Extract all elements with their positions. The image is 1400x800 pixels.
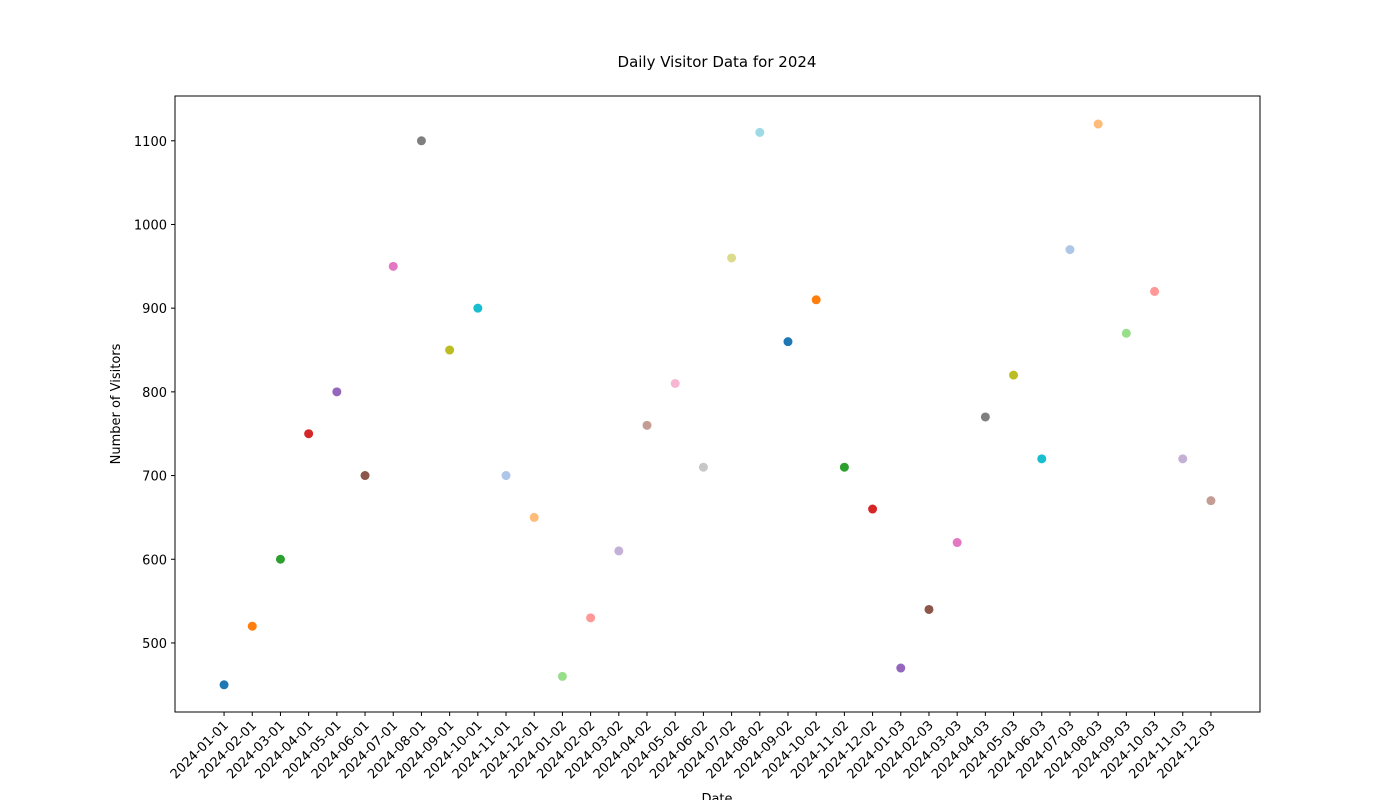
point [501,471,511,481]
plot-frame [174,95,1261,713]
point [1150,286,1160,296]
point [980,412,990,422]
point [219,680,229,690]
point [811,295,821,305]
point [445,345,455,355]
point [332,387,342,397]
point [642,420,652,430]
point [557,671,567,681]
point [952,538,962,548]
point [1093,119,1103,129]
point [783,337,793,347]
y-tick-label: 900 [142,302,167,317]
point [304,429,314,439]
point [275,554,285,564]
point [1178,454,1188,464]
point [727,253,737,263]
point [586,613,596,623]
y-tick-label: 800 [142,386,167,401]
y-axis-label: Number of Visitors [109,343,124,464]
y-tick-label: 1000 [134,218,167,233]
point [1009,370,1019,380]
chart-title: Daily Visitor Data for 2024 [618,53,817,71]
y-tick-label: 700 [142,470,167,485]
point [360,471,370,481]
point [868,504,878,514]
point [388,261,398,271]
point [473,303,483,313]
point [839,462,849,472]
x-axis-label: Date [701,792,732,800]
y-tick-label: 500 [142,637,167,652]
point [1065,245,1075,255]
point [1037,454,1047,464]
point [416,136,426,146]
y-tick-label: 1100 [134,135,167,150]
point [896,663,906,673]
point [1121,328,1131,338]
point [1206,496,1216,506]
point [924,604,934,614]
point [614,546,624,556]
point [698,462,708,472]
point [247,621,257,631]
y-tick-label: 600 [142,553,167,568]
point [670,378,680,388]
point [529,512,539,522]
point [755,127,765,137]
